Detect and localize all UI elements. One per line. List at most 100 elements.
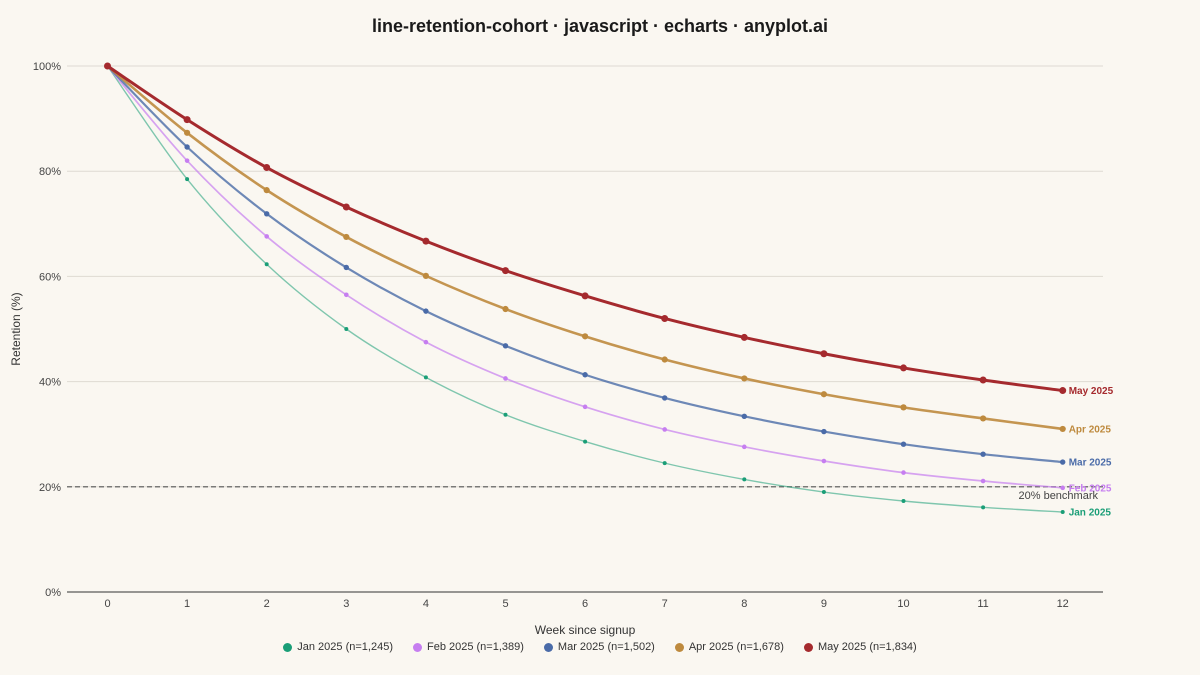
data-point: [582, 372, 588, 378]
end-label-feb-2025: Feb 2025: [1069, 483, 1112, 494]
x-tick-label: 11: [977, 598, 988, 610]
data-point: [422, 272, 429, 279]
end-label-mar-2025: Mar 2025: [1069, 458, 1112, 469]
x-tick-label: 10: [897, 598, 909, 610]
end-label-may-2025: May 2025: [1069, 386, 1114, 397]
data-point: [662, 461, 667, 466]
x-tick-label: 1: [184, 598, 190, 610]
data-point: [662, 395, 668, 401]
data-point: [742, 477, 747, 482]
data-point: [980, 415, 987, 422]
legend-item-feb-2025[interactable]: Feb 2025 (n=1,389): [412, 641, 524, 653]
data-point: [901, 499, 906, 504]
series-line-apr-2025: [106, 65, 1063, 431]
series-mar-2025: [104, 63, 1066, 465]
x-tick-label: 7: [662, 598, 668, 610]
series-line-may-2025: [106, 64, 1063, 393]
y-tick-label: 80%: [39, 166, 61, 178]
data-point: [981, 505, 986, 510]
data-point: [1060, 459, 1066, 465]
y-tick-label: 0%: [45, 587, 61, 599]
data-point: [502, 267, 509, 275]
legend-swatch: [283, 642, 293, 652]
data-point: [741, 413, 747, 420]
data-point: [184, 144, 190, 150]
data-point: [979, 376, 987, 384]
legend-swatch: [412, 642, 422, 652]
data-point: [343, 233, 350, 241]
data-point: [502, 305, 509, 313]
y-tick-label: 40%: [39, 377, 61, 389]
data-point: [821, 428, 827, 435]
x-tick-label: 9: [821, 598, 827, 610]
data-point: [423, 375, 428, 380]
legend-item-apr-2025[interactable]: Apr 2025 (n=1,678): [674, 641, 784, 653]
x-tick-label: 3: [343, 598, 349, 610]
x-tick-label: 12: [1057, 598, 1069, 610]
data-point: [342, 203, 350, 211]
data-point: [583, 439, 588, 444]
data-point: [821, 458, 827, 464]
data-point: [820, 350, 828, 358]
data-point: [980, 451, 986, 457]
end-label-apr-2025: Apr 2025: [1069, 424, 1112, 435]
data-point: [503, 376, 508, 381]
legend: Jan 2025 (n=1,245) Feb 2025 (n=1,389) Mar …: [0, 641, 1200, 653]
legend-swatch: [674, 642, 684, 652]
data-point: [581, 292, 589, 300]
y-axis-title: Retention (%): [9, 292, 23, 365]
data-point: [264, 262, 269, 267]
data-point: [661, 314, 669, 322]
data-point: [344, 327, 349, 331]
chart-title: line-retention-cohort · javascript · ech…: [371, 16, 829, 36]
x-tick-label: 6: [582, 598, 588, 610]
data-point: [900, 441, 907, 447]
data-point: [900, 404, 907, 411]
data-point: [104, 62, 111, 70]
y-tick-label: 20%: [39, 482, 61, 494]
data-point: [1060, 485, 1065, 491]
data-point: [423, 339, 429, 345]
legend-item-may-2025[interactable]: May 2025 (n=1,834): [803, 641, 917, 653]
legend-item-mar-2025[interactable]: Mar 2025 (n=1,502): [543, 641, 655, 653]
data-point: [263, 164, 271, 172]
data-point: [264, 211, 270, 217]
legend-swatch: [803, 642, 813, 652]
x-tick-label: 8: [741, 598, 747, 610]
data-point: [661, 356, 668, 363]
x-tick-label: 2: [264, 598, 270, 610]
legend-item-jan-2025[interactable]: Jan 2025 (n=1,245): [283, 641, 393, 653]
data-point: [582, 404, 588, 410]
legend-swatch: [543, 642, 553, 652]
data-point: [185, 177, 190, 182]
x-tick-label: 0: [104, 598, 110, 610]
legend-label: Apr 2025 (n=1,678): [688, 641, 784, 653]
series-feb-2025: [105, 63, 1065, 491]
data-point: [741, 375, 748, 382]
series-line-feb-2025: [106, 65, 1063, 489]
data-point: [742, 444, 747, 450]
data-point: [740, 333, 748, 341]
y-tick-label: 100%: [33, 61, 61, 73]
legend-label: Feb 2025 (n=1,389): [426, 641, 524, 653]
data-point: [980, 478, 986, 484]
data-point: [1059, 425, 1066, 433]
series-jan-2025: [105, 64, 1065, 515]
y-tick-label: 60%: [39, 271, 61, 283]
x-tick-label: 5: [502, 598, 508, 610]
legend-label: Mar 2025 (n=1,502): [557, 641, 655, 653]
data-point: [344, 292, 349, 298]
series-apr-2025: [104, 62, 1066, 433]
data-point: [821, 490, 826, 495]
end-label-jan-2025: Jan 2025: [1069, 508, 1112, 519]
legend-label: May 2025 (n=1,834): [817, 641, 917, 653]
data-point: [422, 237, 430, 245]
data-point: [502, 343, 509, 349]
benchmark-label: 20% benchmark: [1019, 490, 1099, 502]
series-may-2025: [104, 62, 1067, 395]
series-line-mar-2025: [106, 65, 1063, 464]
data-point: [901, 470, 906, 475]
data-point: [662, 427, 667, 432]
